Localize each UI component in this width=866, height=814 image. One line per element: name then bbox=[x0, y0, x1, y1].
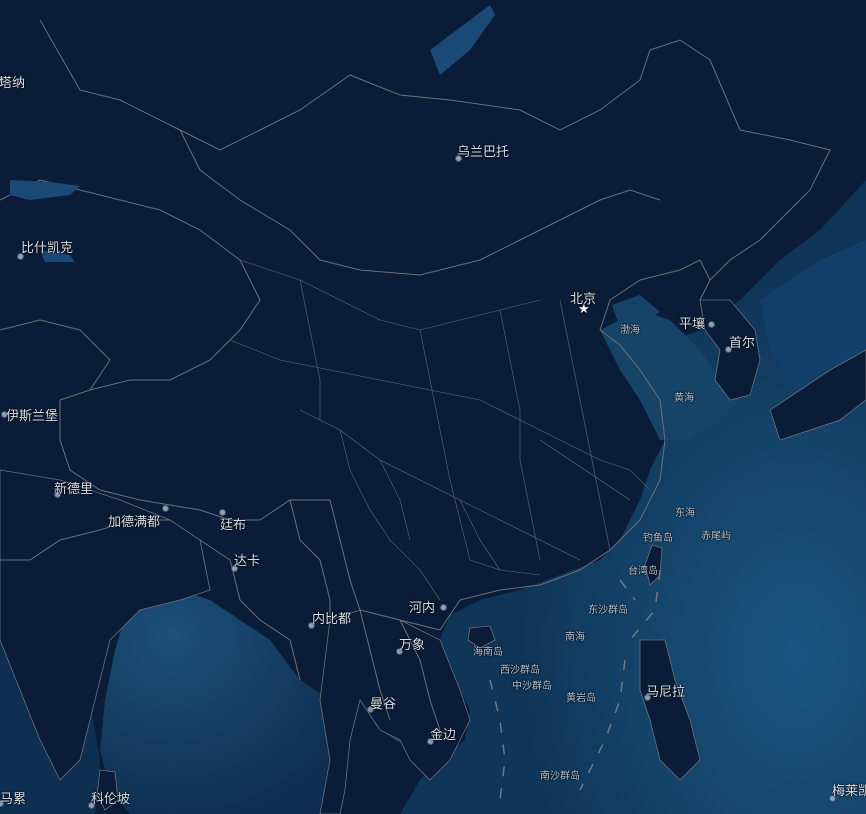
indochina bbox=[319, 609, 471, 814]
label-melekeok: 梅莱凯 bbox=[832, 784, 866, 799]
label-manila: 马尼拉 bbox=[646, 685, 686, 700]
label-seoul: 首尔 bbox=[729, 336, 756, 351]
label-yellow-sea: 黄海 bbox=[674, 393, 694, 404]
label-pyongyang: 平壤 bbox=[679, 317, 706, 332]
pyongyang-marker bbox=[708, 321, 715, 328]
vientiane-marker bbox=[396, 648, 403, 655]
dhaka-marker bbox=[231, 565, 238, 572]
label-male: 马累 bbox=[0, 792, 27, 807]
lakes bbox=[10, 5, 495, 262]
bishkek-marker bbox=[17, 253, 24, 260]
japan-islands bbox=[769, 349, 866, 441]
indian-subcontinent bbox=[0, 469, 211, 781]
ulaanbaatar-marker bbox=[455, 155, 462, 162]
thimphu-marker bbox=[219, 509, 226, 516]
colombo-marker bbox=[88, 802, 95, 809]
naypyidaw-marker bbox=[308, 622, 315, 629]
label-bangkok: 曼谷 bbox=[370, 697, 397, 712]
taiwan-island bbox=[644, 544, 663, 586]
label-bishkek: 比什凯克 bbox=[21, 241, 74, 256]
label-kathmandu: 加德满都 bbox=[108, 515, 161, 530]
label-thimphu: 廷布 bbox=[220, 518, 247, 533]
philippines bbox=[639, 639, 701, 781]
province-borders bbox=[229, 259, 651, 601]
hanoi-marker bbox=[440, 604, 447, 611]
label-taiwan: 台湾岛 bbox=[628, 566, 658, 577]
capital-star-icon: ★ bbox=[578, 302, 590, 317]
label-hanoi: 河内 bbox=[409, 601, 436, 616]
label-huangyan: 黄岩岛 bbox=[566, 693, 596, 704]
yellow-sea bbox=[600, 310, 740, 440]
nine-dash-line bbox=[489, 569, 661, 801]
label-chiwei: 赤尾屿 bbox=[701, 531, 731, 542]
astana-marker bbox=[0, 76, 4, 83]
kathmandu-marker bbox=[162, 505, 169, 512]
seoul-marker bbox=[725, 346, 732, 353]
label-south-sea: 南海 bbox=[565, 632, 585, 643]
label-bohai: 渤海 bbox=[620, 325, 640, 336]
bay-of-bengal bbox=[100, 590, 340, 814]
label-diaoyu: 钓鱼岛 bbox=[643, 533, 673, 544]
label-naypyidaw: 内比都 bbox=[312, 612, 352, 627]
label-dhaka: 达卡 bbox=[234, 554, 261, 569]
label-vientiane: 万象 bbox=[399, 638, 426, 653]
phnom-penh-marker bbox=[427, 738, 434, 745]
male-marker bbox=[0, 800, 4, 807]
label-xisha: 西沙群岛 bbox=[500, 665, 540, 676]
label-beijing: 北京 bbox=[570, 292, 597, 307]
label-nansha: 南沙群岛 bbox=[540, 771, 580, 782]
label-zhongsha: 中沙群岛 bbox=[512, 681, 552, 692]
label-ulaanbaatar: 乌兰巴托 bbox=[457, 145, 510, 160]
label-hainan: 海南岛 bbox=[473, 647, 503, 658]
label-east-sea: 东海 bbox=[675, 508, 695, 519]
new-delhi-marker bbox=[54, 491, 61, 498]
label-colombo: 科伦坡 bbox=[91, 792, 131, 807]
hainan-island bbox=[467, 625, 496, 649]
islamabad-marker bbox=[1, 411, 8, 418]
sri-lanka bbox=[96, 769, 119, 811]
label-dongsha: 东沙群岛 bbox=[588, 605, 628, 616]
label-astana: 新塔纳 bbox=[0, 76, 26, 91]
sea-of-japan bbox=[760, 240, 866, 400]
label-islamabad: 伊斯兰堡 bbox=[6, 409, 59, 424]
bangkok-marker bbox=[367, 706, 374, 713]
country-borders bbox=[0, 19, 831, 731]
label-new-delhi: 新德里 bbox=[54, 482, 94, 497]
melekeok-marker bbox=[829, 795, 836, 802]
label-phnom-penh: 金边 bbox=[430, 728, 457, 743]
bohai-sea bbox=[612, 295, 660, 325]
manila-marker bbox=[644, 694, 651, 701]
